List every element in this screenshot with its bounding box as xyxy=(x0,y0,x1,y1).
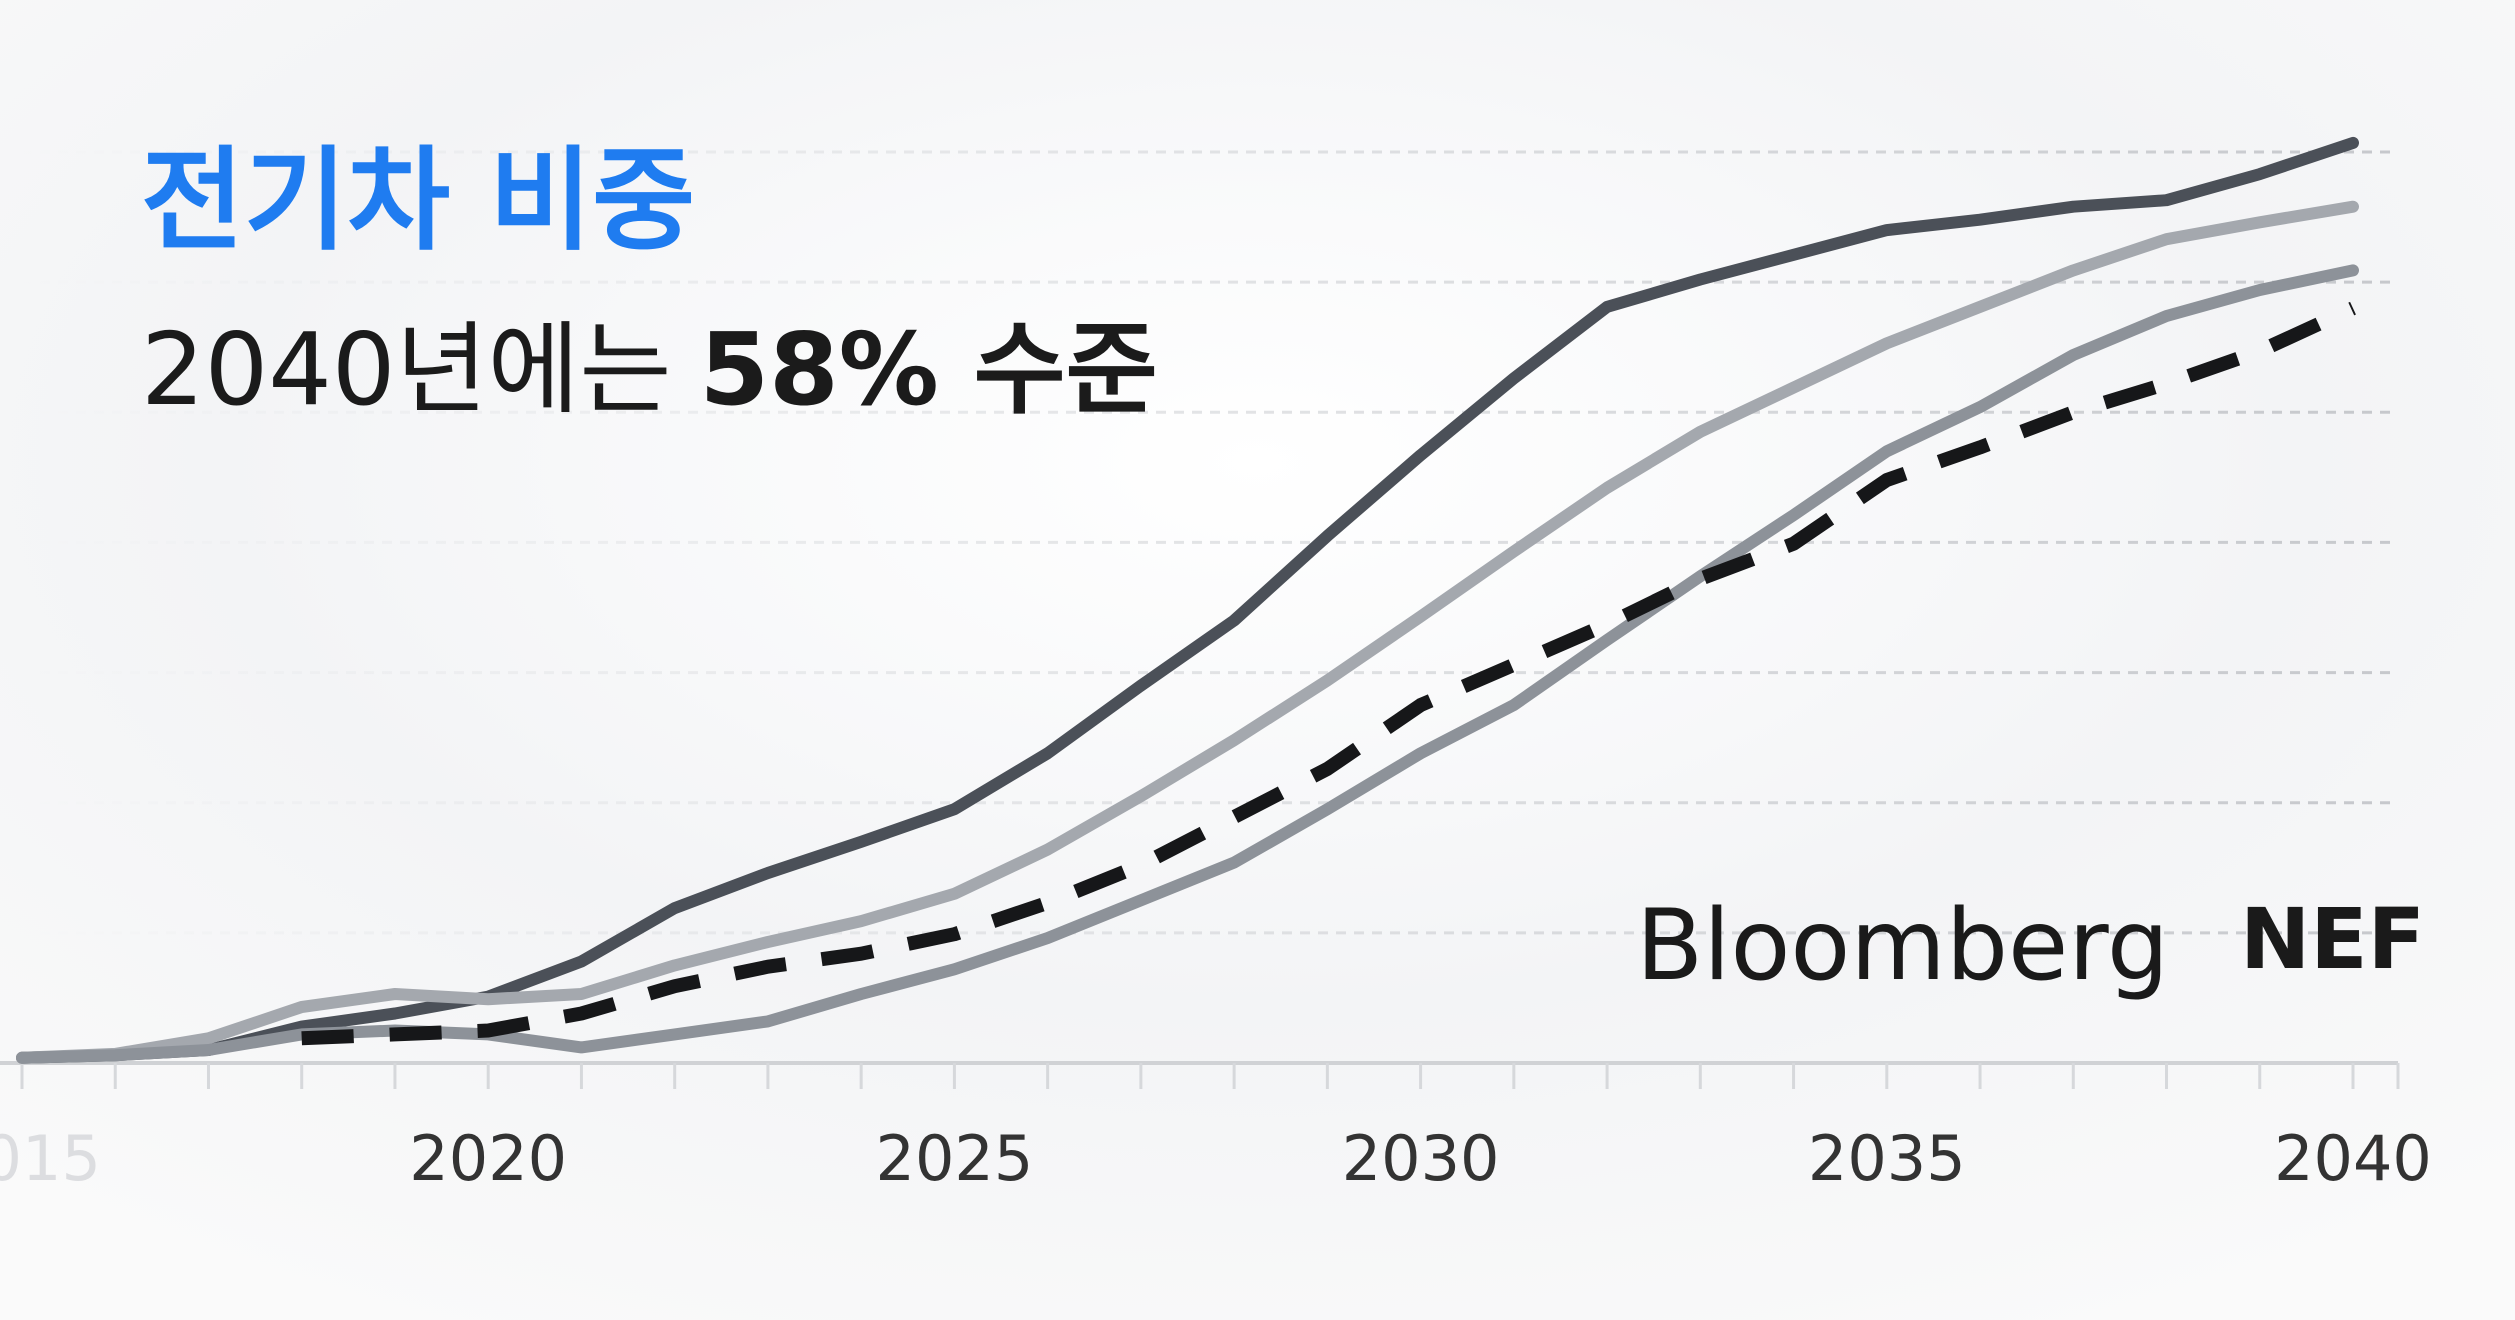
chart-title: 전기차 비중 xyxy=(141,136,695,266)
source-logo: Bloomberg xyxy=(1636,889,2169,1003)
x-tick-label: 2040 xyxy=(2274,1122,2432,1195)
subtitle-text: 2040년에는 xyxy=(141,311,672,428)
x-tick-label: 2020 xyxy=(409,1122,567,1195)
series-line xyxy=(16,200,2359,1064)
x-tick-label: 2015 xyxy=(0,1122,101,1195)
x-tick-label: 2035 xyxy=(1808,1122,1966,1195)
x-tick-label: 2025 xyxy=(876,1122,1034,1195)
dashed-line xyxy=(301,301,2356,1046)
source-logo-suffix: NEF xyxy=(2240,890,2425,988)
plot-area: 2015 2020 2025 2030 2035 2040 xyxy=(0,136,2432,1195)
series-line xyxy=(16,136,2359,1064)
subtitle-emphasis: 58% 수준 xyxy=(700,311,1158,428)
x-tick-label: 2030 xyxy=(1342,1122,1500,1195)
chart-subtitle: 2040년에는 58% 수준 xyxy=(141,311,1158,428)
